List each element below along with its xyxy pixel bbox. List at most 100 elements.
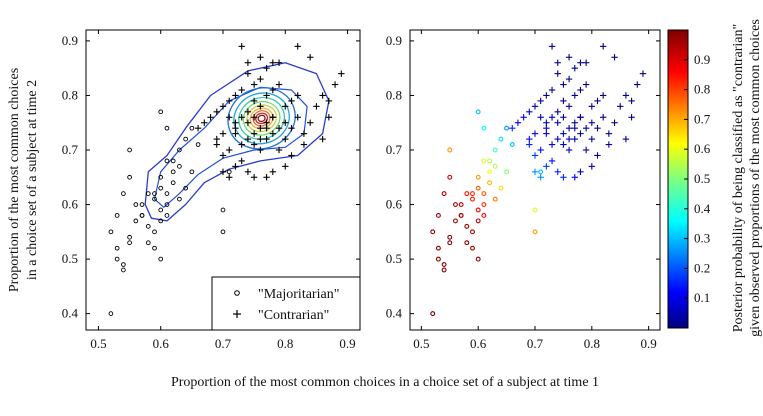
contrarian-point (294, 114, 301, 121)
y-tick-label: 0.4 (386, 306, 403, 321)
contrarian-point (313, 103, 320, 110)
contrarian-point (275, 124, 283, 132)
contrarian-point-colored (531, 152, 539, 159)
majoritarian-point-colored (504, 125, 510, 131)
majoritarian-point (133, 218, 139, 224)
majoritarian-point-colored (481, 202, 487, 207)
contrarian-point-colored (565, 146, 573, 154)
contrarian-point-colored (548, 43, 556, 50)
contrarian-point-colored (582, 124, 590, 132)
majoritarian-point-colored (435, 256, 441, 262)
contrarian-point-colored (531, 130, 539, 137)
majoritarian-point-colored (487, 169, 492, 175)
contrarian-point-colored (577, 86, 584, 94)
contrarian-point (244, 135, 252, 143)
contrarian-point-colored (571, 119, 578, 126)
y-axis-label-line2: in a choice set of a subject at time 2 (25, 80, 40, 280)
density-contour (153, 86, 308, 208)
contrarian-point (269, 59, 277, 66)
contrarian-point (319, 92, 326, 99)
colorbar-label-line2: given observed proportions of the most c… (748, 19, 763, 337)
contrarian-point (263, 135, 270, 143)
majoritarian-point-colored (470, 196, 475, 202)
density-contour (242, 100, 281, 136)
contrarian-point-colored (560, 97, 567, 105)
contrarian-point (244, 119, 252, 126)
contrarian-point (244, 70, 252, 77)
majoritarian-point-colored (475, 207, 481, 213)
majoritarian-point (183, 185, 188, 191)
contrarian-point (232, 92, 239, 99)
majoritarian-point (177, 164, 182, 169)
contrarian-point (306, 54, 314, 61)
y-tick-label: 0.8 (62, 87, 78, 102)
majoritarian-point-colored (447, 240, 453, 246)
majoritarian-point-colored (481, 125, 487, 131)
majoritarian-point (139, 213, 145, 218)
majoritarian-point (164, 191, 170, 196)
contrarian-point (275, 59, 283, 66)
majoritarian-point (114, 256, 120, 262)
colorbar-label-line1: Posterior probability of being classifie… (731, 24, 746, 332)
majoritarian-point-colored (492, 147, 498, 153)
contrarian-point (263, 64, 270, 72)
contrarian-point-colored (565, 54, 573, 61)
majoritarian-point (145, 240, 151, 246)
x-tick-label: 0.9 (641, 336, 657, 351)
contrarian-point-colored (537, 146, 544, 154)
majoritarian-point (158, 174, 164, 180)
contrarian-point-colored (560, 130, 567, 137)
contrarian-point-colored (543, 124, 550, 132)
contrarian-point-colored (543, 163, 550, 170)
contrarian-point (201, 119, 208, 126)
contrarian-point-colored (639, 70, 647, 77)
legend-marker-contrarian (233, 310, 241, 318)
x-tick-label: 0.6 (153, 336, 170, 351)
y-tick-label: 0.4 (62, 306, 79, 321)
contrarian-point-colored (565, 135, 573, 143)
contrarian-point-colored (628, 97, 635, 105)
majoritarian-point (177, 196, 182, 202)
contrarian-point (238, 114, 245, 121)
majoritarian-point (121, 267, 126, 273)
majoritarian-point-colored (475, 256, 481, 262)
contrarian-point-colored (628, 114, 635, 121)
majoritarian-point (189, 125, 195, 131)
contrarian-point (250, 97, 258, 105)
contrarian-point-colored (577, 59, 584, 66)
contrarian-point-colored (548, 157, 556, 165)
contrarian-point-colored (571, 135, 578, 143)
contrarian-point (232, 163, 239, 170)
contrarian-point (219, 130, 227, 137)
contrarian-point-colored (634, 81, 641, 88)
contrarian-point-colored (582, 81, 590, 88)
contrarian-point (232, 130, 239, 137)
contrarian-point-colored (514, 119, 522, 126)
contrarian-point-colored (599, 43, 607, 50)
majoritarian-point (127, 147, 132, 153)
legend-label-majoritarian: "Majoritarian" (258, 287, 339, 302)
majoritarian-point-colored (492, 163, 498, 169)
contrarian-point (238, 43, 245, 50)
contrarian-point (250, 114, 258, 121)
contrarian-point (331, 81, 339, 88)
contrarian-point (282, 119, 289, 126)
colorbar-tick-label: 0.6 (694, 141, 711, 156)
contrarian-point-colored (599, 114, 607, 121)
x-tick-label: 0.7 (215, 336, 232, 351)
majoritarian-point (170, 180, 176, 186)
contrarian-point (275, 146, 283, 154)
contrarian-point-colored (526, 135, 533, 143)
contrarian-point (294, 92, 301, 99)
majoritarian-point (177, 147, 182, 153)
majoritarian-point-colored (447, 234, 453, 240)
majoritarian-point (139, 202, 145, 207)
contrarian-point-colored (565, 124, 573, 132)
majoritarian-point-colored (475, 174, 481, 180)
left-points (108, 43, 345, 316)
contrarian-point-colored (594, 152, 601, 159)
contrarian-point-colored (611, 119, 618, 126)
majoritarian-point (170, 158, 176, 164)
contrarian-point (219, 168, 227, 176)
